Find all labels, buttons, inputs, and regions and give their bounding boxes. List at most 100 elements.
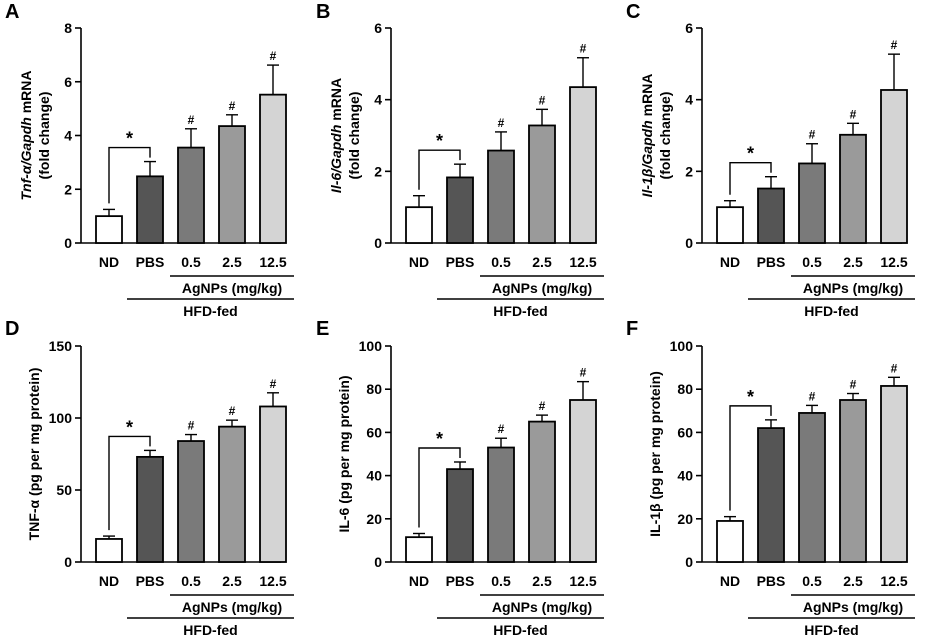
y-axis-label: TNF-α (pg per mg protein)	[26, 368, 42, 541]
y-axis-label-line1: Il-1β/Gapdh mRNA	[639, 74, 655, 198]
y-tick-label: 4	[685, 92, 693, 108]
significance-star: *	[747, 144, 754, 164]
significance-hash: #	[809, 389, 816, 403]
y-tick-label: 2	[685, 163, 693, 179]
panel-C: C 0 2 4 6 Il-1β/Gapdh mRNA (fold change) ND PBS #…	[626, 1, 915, 319]
x-tick-label: 2.5	[222, 573, 242, 589]
panel-F: F 0 20 40 60 80 100 IL-1β (pg per mg protein) ND…	[626, 318, 915, 638]
x-tick-label: 12.5	[259, 254, 286, 270]
bar-2.5	[218, 425, 246, 563]
y-tick-label: 80	[677, 381, 693, 397]
significance-bracket	[729, 405, 772, 511]
bar-12.5	[880, 385, 908, 563]
y-axis-label: IL-6 (pg per mg protein)	[336, 375, 352, 532]
panel-A: A 0 2 4 6 8 Tnf-α/Gapdh mRNA (fold change) ND PBS…	[5, 1, 294, 319]
y-axis-label: Il-6/Gapdh mRNA (fold change)	[328, 78, 362, 193]
significance-hash: #	[498, 422, 505, 436]
x-tick-label: PBS	[757, 573, 786, 589]
x-tick-label: ND	[409, 254, 429, 270]
bar-2.5	[839, 399, 867, 563]
y-tick-label: 0	[374, 235, 382, 251]
y-tick-label: 40	[366, 468, 382, 484]
x-tick-label: 12.5	[259, 573, 286, 589]
bar-ND	[95, 215, 123, 244]
significance-hash: #	[891, 38, 898, 52]
bar-ND	[716, 520, 744, 563]
agnps-group-label: AgNPs (mg/kg)	[803, 599, 903, 615]
bar-12.5	[259, 405, 287, 563]
y-tick-label: 0	[685, 235, 693, 251]
bar-PBS	[446, 468, 474, 563]
x-tick-label: 2.5	[843, 254, 863, 270]
y-tick-label: 0	[64, 235, 72, 251]
hfd-group-label: HFD-fed	[493, 622, 547, 638]
y-tick-label: 6	[64, 74, 72, 90]
agnps-group-label: AgNPs (mg/kg)	[803, 280, 903, 296]
hfd-group-label: HFD-fed	[183, 303, 237, 319]
significance-star: *	[436, 429, 443, 449]
bar-ND	[405, 536, 433, 563]
agnps-group-label: AgNPs (mg/kg)	[492, 280, 592, 296]
bar-2.5	[839, 133, 867, 244]
significance-hash: #	[580, 366, 587, 380]
y-tick-label: 100	[670, 338, 694, 354]
significance-hash: #	[188, 419, 195, 433]
y-tick-label: 60	[366, 424, 382, 440]
x-tick-label: 12.5	[569, 254, 596, 270]
significance-hash: #	[850, 378, 857, 392]
significance-hash: #	[229, 404, 236, 418]
y-tick-label: 80	[366, 381, 382, 397]
x-tick-label: PBS	[757, 254, 786, 270]
bar-PBS	[757, 187, 785, 244]
panel-label: D	[5, 318, 19, 340]
panel-label: A	[5, 1, 19, 23]
y-axis-label-line1: Tnf-α/Gapdh mRNA	[18, 70, 34, 200]
bar-PBS	[757, 427, 785, 563]
x-tick-label: 2.5	[532, 254, 552, 270]
x-tick-label: 0.5	[802, 254, 822, 270]
panel-D: D 0 50 100 150 TNF-α (pg per mg protein) ND PBS…	[5, 318, 294, 638]
panel-B: B 0 2 4 6 Il-6/Gapdh mRNA (fold change) ND PBS #0…	[316, 1, 604, 319]
x-tick-label: 2.5	[222, 254, 242, 270]
significance-hash: #	[498, 116, 505, 130]
significance-hash: #	[270, 49, 277, 63]
hfd-group-label: HFD-fed	[804, 303, 858, 319]
bar-2.5	[528, 420, 556, 563]
bar-2.5	[528, 124, 556, 244]
x-tick-label: 2.5	[843, 573, 863, 589]
panel-E: E 0 20 40 60 80 100 IL-6 (pg per mg protein) ND P…	[316, 318, 604, 638]
y-tick-label: 20	[677, 511, 693, 527]
y-axis-label: Il-1β/Gapdh mRNA (fold change)	[639, 74, 673, 198]
significance-star: *	[747, 387, 754, 407]
y-axis-label-line2: (fold change)	[36, 92, 52, 180]
panel-label: C	[626, 1, 640, 23]
bar-0.5	[487, 446, 515, 563]
agnps-group-label: AgNPs (mg/kg)	[492, 599, 592, 615]
y-tick-label: 60	[677, 424, 693, 440]
bar-0.5	[177, 146, 205, 244]
x-tick-label: 0.5	[802, 573, 822, 589]
significance-bracket	[108, 435, 151, 531]
x-tick-label: 0.5	[181, 254, 201, 270]
significance-bracket	[418, 149, 461, 190]
bar-PBS	[446, 176, 474, 244]
bar-PBS	[136, 455, 164, 563]
y-axis-label-line1: TNF-α (pg per mg protein)	[26, 368, 42, 541]
significance-hash: #	[229, 99, 236, 113]
x-tick-label: ND	[720, 254, 740, 270]
x-tick-label: 12.5	[880, 254, 907, 270]
y-axis-label: Tnf-α/Gapdh mRNA (fold change)	[18, 70, 52, 200]
bar-12.5	[569, 399, 597, 563]
bar-0.5	[177, 440, 205, 563]
x-tick-label: 2.5	[532, 573, 552, 589]
y-tick-label: 2	[374, 163, 382, 179]
y-tick-label: 0	[685, 554, 693, 570]
x-tick-label: 0.5	[491, 254, 511, 270]
panel-label: E	[316, 318, 329, 340]
significance-hash: #	[580, 42, 587, 56]
y-tick-label: 40	[677, 468, 693, 484]
significance-hash: #	[188, 113, 195, 127]
y-axis-label: IL-1β (pg per mg protein)	[647, 371, 663, 537]
y-tick-label: 100	[49, 410, 73, 426]
